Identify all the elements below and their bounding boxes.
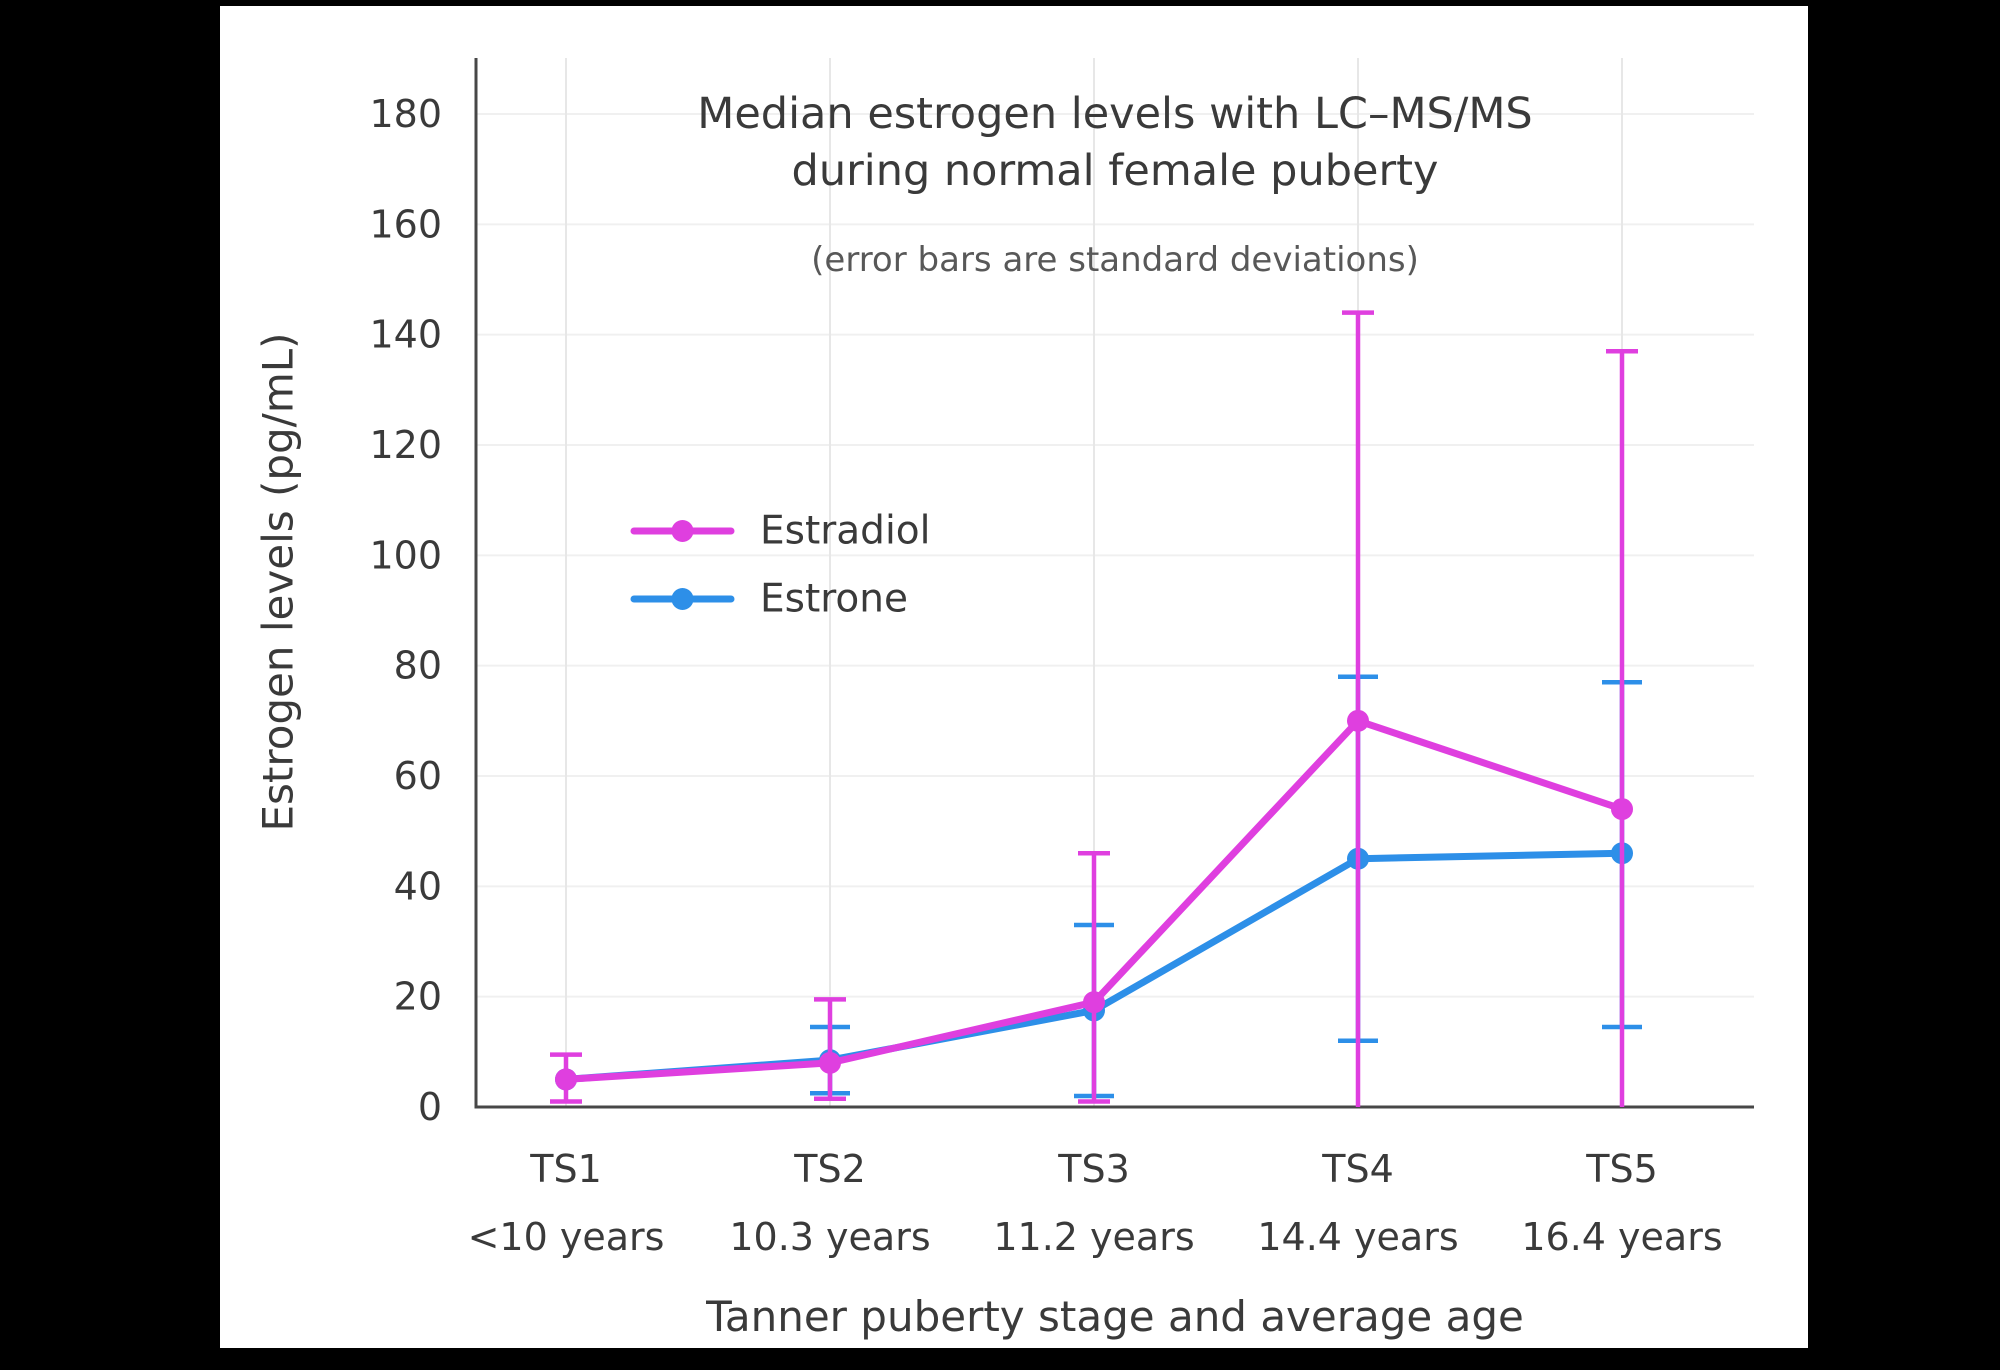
svg-text:120: 120 bbox=[369, 423, 442, 467]
svg-text:Estradiol: Estradiol bbox=[760, 509, 930, 554]
svg-text:20: 20 bbox=[394, 975, 442, 1019]
svg-text:180: 180 bbox=[369, 92, 442, 136]
y-axis-label: Estrogen levels (pg/mL) bbox=[253, 332, 303, 832]
svg-text:TS1: TS1 bbox=[529, 1147, 602, 1191]
svg-text:TS2: TS2 bbox=[793, 1147, 866, 1191]
series-estradiol bbox=[550, 310, 1638, 1107]
svg-text:14.4 years: 14.4 years bbox=[1257, 1215, 1458, 1259]
svg-text:16.4 years: 16.4 years bbox=[1521, 1215, 1722, 1259]
chart-panel bbox=[220, 6, 1808, 1348]
svg-text:60: 60 bbox=[394, 754, 442, 798]
chart-title-line1: Median estrogen levels with LC–MS/MS bbox=[697, 89, 1533, 139]
x-axis-label: Tanner puberty stage and average age bbox=[706, 1292, 1524, 1341]
axes bbox=[474, 58, 1754, 1109]
svg-text:TS4: TS4 bbox=[1321, 1147, 1394, 1191]
horizontal-gridlines bbox=[476, 113, 1754, 998]
svg-text:80: 80 bbox=[394, 644, 442, 688]
svg-text:Estrone: Estrone bbox=[760, 577, 908, 622]
chart-subtitle: (error bars are standard deviations) bbox=[811, 240, 1419, 280]
legend: Estradiol Estrone bbox=[630, 509, 930, 622]
svg-text:<10 years: <10 years bbox=[468, 1215, 665, 1259]
chart-title: Median estrogen levels with LC–MS/MS dur… bbox=[476, 86, 1754, 200]
svg-text:0: 0 bbox=[418, 1085, 442, 1129]
chart-title-line2: during normal female puberty bbox=[791, 146, 1439, 197]
svg-text:140: 140 bbox=[369, 313, 442, 357]
svg-text:TS5: TS5 bbox=[1585, 1147, 1658, 1191]
y-tick-labels: 0 20 40 60 80 100 120 140 160 180 bbox=[369, 92, 442, 1129]
svg-text:11.2 years: 11.2 years bbox=[993, 1215, 1194, 1259]
svg-text:10.3 years: 10.3 years bbox=[729, 1215, 930, 1259]
svg-text:100: 100 bbox=[369, 533, 442, 577]
svg-text:TS3: TS3 bbox=[1057, 1147, 1130, 1191]
svg-text:160: 160 bbox=[369, 202, 442, 246]
x-tick-labels: TS1 TS2 TS3 TS4 TS5 <10 years 10.3 years 11.2 y… bbox=[468, 1147, 1723, 1259]
svg-text:40: 40 bbox=[394, 864, 442, 908]
